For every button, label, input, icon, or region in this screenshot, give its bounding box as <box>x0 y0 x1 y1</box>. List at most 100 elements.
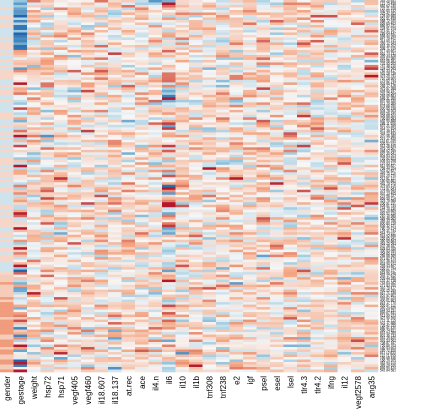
heatmap-cell <box>310 92 325 96</box>
heatmap-cell <box>337 327 352 330</box>
heatmap-cell <box>27 329 41 333</box>
heatmap-cell <box>256 94 271 98</box>
row-label: 661 73 231 <box>380 52 396 56</box>
heatmap-cell <box>175 259 190 263</box>
heatmap-cell <box>189 162 203 166</box>
heatmap-cell <box>256 62 271 66</box>
heatmap-cell <box>243 154 257 158</box>
heatmap-cell <box>297 4 311 8</box>
heatmap-cell <box>243 162 257 166</box>
heatmap-cell <box>310 239 325 243</box>
heatmap-cell <box>270 257 284 260</box>
heatmap-cell <box>297 142 311 146</box>
heatmap-cell <box>243 147 257 151</box>
heatmap-cell <box>0 122 14 126</box>
heatmap-cell <box>40 74 55 78</box>
heatmap-cell <box>297 284 311 288</box>
heatmap-cell <box>324 277 338 280</box>
heatmap-cell <box>310 27 325 31</box>
row-label: 662 52 319 <box>380 211 396 215</box>
heatmap-cell <box>297 9 311 13</box>
heatmap-cell <box>108 264 122 268</box>
heatmap-cell <box>310 257 325 260</box>
heatmap-cell <box>297 227 311 230</box>
heatmap-cell <box>364 214 379 218</box>
heatmap-cell <box>351 177 365 181</box>
heatmap-cell <box>216 304 230 308</box>
heatmap-cell <box>229 192 244 196</box>
heatmap-cell <box>202 17 217 21</box>
row-label: 144 70 230 <box>380 206 396 210</box>
heatmap-cell <box>121 327 136 330</box>
heatmap-cell <box>297 164 311 168</box>
heatmap-cell <box>81 119 95 123</box>
heatmap-cell <box>189 267 203 270</box>
heatmap-cell <box>27 317 41 320</box>
heatmap-cell <box>216 289 230 293</box>
heatmap-cell <box>351 354 365 358</box>
row-label: 930 95 198 <box>380 106 396 110</box>
heatmap-cell <box>229 169 244 173</box>
heatmap-cell <box>94 222 109 225</box>
row-label: 245 43 897 <box>380 264 396 268</box>
heatmap-cell <box>27 124 41 128</box>
heatmap-cell <box>94 177 109 181</box>
heatmap-cell <box>297 159 311 163</box>
heatmap-cell <box>54 124 68 128</box>
heatmap-cell <box>297 32 311 36</box>
heatmap-cell <box>67 164 82 168</box>
heatmap-cell <box>175 292 190 295</box>
heatmap-cell <box>324 209 338 213</box>
heatmap-cell <box>135 74 149 78</box>
heatmap-cell <box>310 227 325 230</box>
heatmap-cell <box>94 197 109 201</box>
heatmap-cell <box>297 357 311 360</box>
heatmap-cell <box>81 122 95 126</box>
heatmap-cell <box>135 277 149 280</box>
heatmap-cell <box>243 297 257 300</box>
heatmap-cell <box>94 82 109 86</box>
heatmap-cell <box>94 89 109 93</box>
heatmap-cell <box>243 277 257 280</box>
heatmap-cell <box>40 69 55 73</box>
heatmap-cell <box>135 337 149 340</box>
heatmap-cell <box>135 352 149 355</box>
heatmap-cell <box>54 362 68 365</box>
heatmap-cell <box>310 172 325 176</box>
heatmap-cell <box>202 152 217 156</box>
heatmap-cell <box>270 332 284 335</box>
heatmap-cell <box>162 117 176 121</box>
heatmap-cell <box>189 362 203 365</box>
heatmap-cell <box>175 52 190 56</box>
heatmap-cell <box>351 317 365 320</box>
heatmap-cell <box>243 197 257 201</box>
heatmap-cell <box>297 149 311 153</box>
heatmap-cell <box>148 59 163 63</box>
heatmap-cell <box>364 342 379 345</box>
heatmap-cell <box>67 219 82 223</box>
heatmap-cell <box>148 69 163 73</box>
heatmap-cell <box>27 359 41 363</box>
heatmap-cell <box>148 92 163 96</box>
heatmap-cell <box>270 284 284 288</box>
heatmap-cell <box>13 194 28 198</box>
heatmap-cell <box>175 227 190 230</box>
heatmap-cell <box>243 304 257 308</box>
heatmap-cell <box>121 47 136 51</box>
heatmap-cell <box>121 127 136 131</box>
heatmap-cell <box>54 142 68 146</box>
heatmap-cell <box>121 314 136 318</box>
heatmap-cell <box>216 114 230 118</box>
heatmap-cell <box>351 157 365 161</box>
heatmap-cell <box>283 139 298 143</box>
heatmap-cell <box>175 349 190 353</box>
heatmap-cell <box>0 362 14 365</box>
heatmap-cell <box>94 189 109 193</box>
row-label: 971 82 479 <box>380 256 396 260</box>
heatmap-cell <box>243 159 257 163</box>
heatmap-cell <box>54 289 68 293</box>
heatmap-cell <box>256 54 271 58</box>
heatmap-cell <box>108 259 122 263</box>
heatmap-cell <box>121 177 136 181</box>
heatmap-cell <box>310 259 325 263</box>
